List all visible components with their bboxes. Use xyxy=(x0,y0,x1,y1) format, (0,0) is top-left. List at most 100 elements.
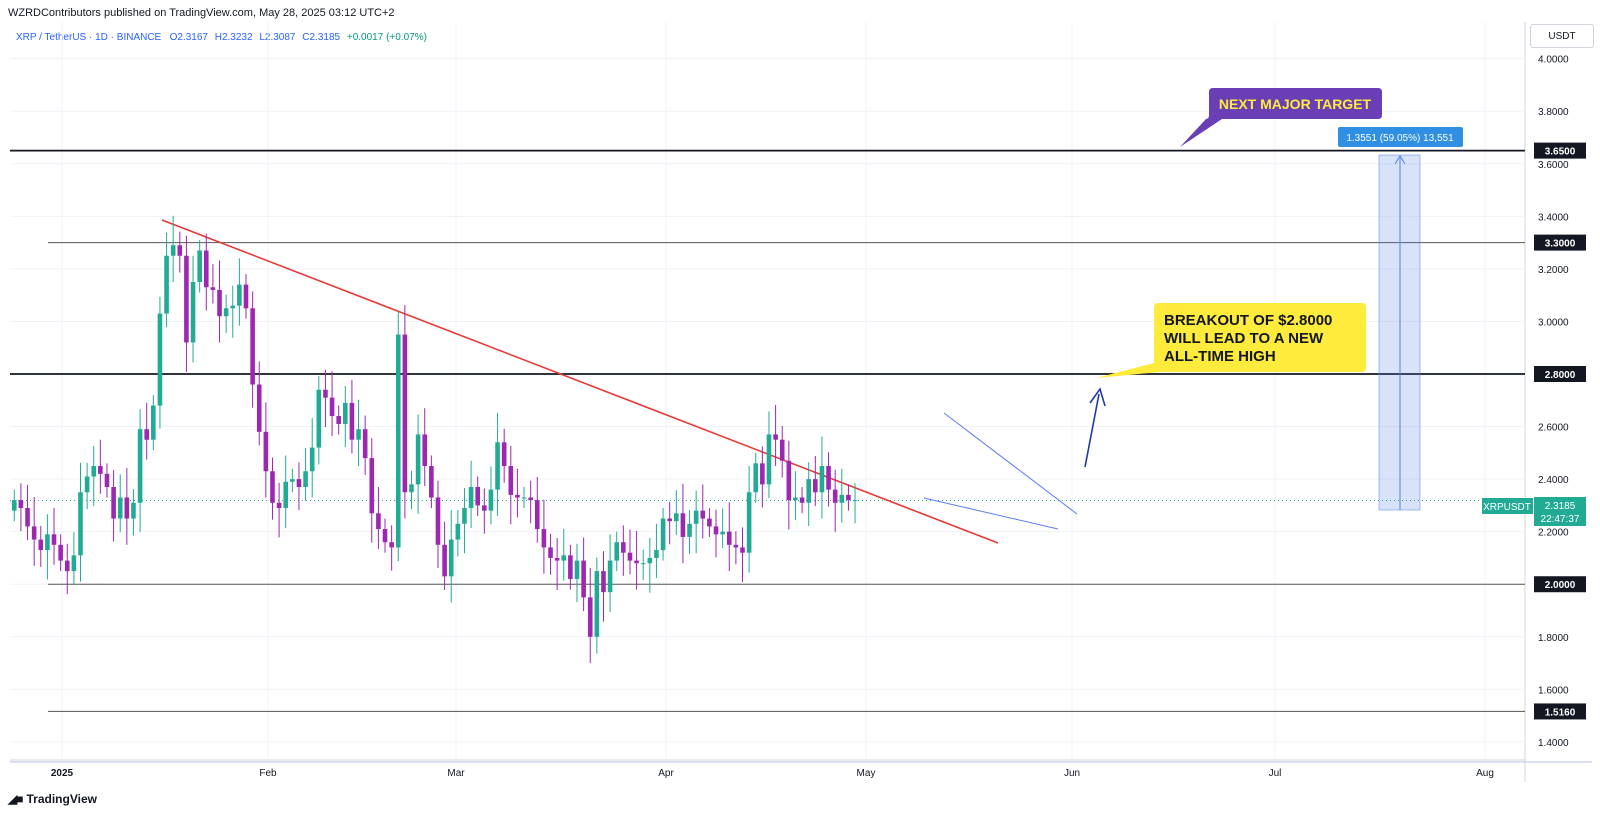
candle-body xyxy=(574,560,580,579)
candle-body xyxy=(495,442,500,490)
candle-body xyxy=(687,523,692,537)
ticker-tag-bg xyxy=(1482,498,1533,514)
date-tick: Aug xyxy=(1476,768,1494,779)
candle-body xyxy=(316,389,322,448)
tradingview-logo[interactable]: ◢■ TradingView xyxy=(8,792,97,806)
candle-body xyxy=(263,431,269,472)
level-tag-bg xyxy=(1534,234,1586,251)
open-value: O2.3167 xyxy=(169,32,208,43)
candle-body xyxy=(839,494,845,503)
wedge-upper-line[interactable] xyxy=(943,412,1078,515)
candle-body xyxy=(515,494,520,498)
candle-body xyxy=(38,539,44,551)
next-target-callout[interactable]: NEXT MAJOR TARGET xyxy=(1180,88,1382,147)
candle-body xyxy=(740,547,745,553)
candle-body xyxy=(508,465,514,495)
low-value: L2.3087 xyxy=(259,32,296,43)
currency-button[interactable]: USDT xyxy=(1530,24,1594,48)
symbol-name[interactable]: XRP / TetherUS · 1D · BINANCE xyxy=(16,32,162,43)
ticker-tag: XRPUSDT xyxy=(1483,502,1531,513)
candle-body xyxy=(753,463,759,493)
candle-body xyxy=(237,284,242,306)
countdown-tag: 22:47:37 xyxy=(1541,514,1580,525)
candle-body xyxy=(468,487,474,509)
price-tick: 3.8000 xyxy=(1538,107,1569,118)
candle-body xyxy=(640,563,646,565)
candle-body xyxy=(256,384,262,432)
candle-body xyxy=(45,534,50,551)
level-tag: 3.3000 xyxy=(1545,239,1576,250)
candle-body xyxy=(501,442,507,466)
candle-body xyxy=(429,465,434,498)
candle-body xyxy=(561,555,567,561)
current-price-tags: XRPUSDT 2.3185 22:47:37 xyxy=(1482,497,1586,526)
date-tick: Jul xyxy=(1269,768,1282,779)
level-tag-bg xyxy=(1534,576,1586,593)
breakout-callout-bg xyxy=(1096,303,1366,378)
price-tick: 3.6000 xyxy=(1538,160,1569,171)
candle-body xyxy=(793,497,798,501)
level-tag-bg xyxy=(1534,142,1586,159)
breakout-callout[interactable]: BREAKOUT OF $2.8000 WILL LEAD TO A NEW A… xyxy=(1096,303,1366,378)
price-tick: 3.4000 xyxy=(1538,212,1569,223)
candle-body xyxy=(177,245,183,256)
candle-body xyxy=(674,513,679,522)
candle-body xyxy=(852,500,858,502)
breakout-text-line1: BREAKOUT OF $2.8000 xyxy=(1164,312,1332,329)
horizontal-levels xyxy=(10,149,1525,712)
measure-projection[interactable]: 1.3551 (59.05%) 13,551 xyxy=(1338,127,1463,511)
candle-body xyxy=(587,597,593,637)
candle-body xyxy=(541,529,547,548)
candle-body xyxy=(760,463,765,485)
candle-body xyxy=(78,492,83,556)
candle-body xyxy=(203,250,209,288)
candle-body xyxy=(58,544,63,561)
candle-body xyxy=(746,492,752,553)
price-tick: 3.2000 xyxy=(1538,265,1569,276)
candle-body xyxy=(581,560,586,598)
candle-body xyxy=(137,429,143,503)
candle-body xyxy=(455,523,461,540)
candle-body xyxy=(594,571,600,637)
candle-body xyxy=(713,526,719,535)
candle-body xyxy=(667,518,672,522)
price-tick: 3.0000 xyxy=(1538,317,1569,328)
date-tick: May xyxy=(857,768,876,779)
candle-body xyxy=(25,508,30,527)
candle-body xyxy=(409,484,414,493)
candle-body xyxy=(621,542,626,553)
candle-body xyxy=(826,465,831,490)
candlesticks xyxy=(12,215,858,664)
price-tick: 1.6000 xyxy=(1538,685,1569,696)
grid xyxy=(10,22,1525,760)
wedge-lower-line[interactable] xyxy=(923,497,1059,530)
candle-body xyxy=(766,434,772,485)
tradingview-logo-icon: ◢■ xyxy=(8,792,24,806)
breakout-arrow[interactable] xyxy=(1084,387,1106,468)
candle-body xyxy=(614,542,620,561)
candle-body xyxy=(654,550,659,558)
candle-body xyxy=(402,334,408,493)
measure-arrow-icon xyxy=(1394,155,1406,165)
candle-body xyxy=(323,389,328,398)
candle-body xyxy=(832,489,838,503)
level-tag: 2.8000 xyxy=(1545,370,1576,381)
price-tag-bg xyxy=(1534,497,1586,526)
change-value: +0.0017 (+0.07%) xyxy=(346,32,427,43)
date-tick: Apr xyxy=(658,768,674,779)
candle-body xyxy=(210,287,216,290)
arrow-shaft xyxy=(1084,393,1100,468)
candle-body xyxy=(634,560,639,564)
candle-body xyxy=(786,460,792,501)
price-tick: 1.4000 xyxy=(1538,738,1569,749)
descending-trendline[interactable] xyxy=(161,219,999,544)
price-tick: 2.4000 xyxy=(1538,475,1569,486)
high-value: H2.3232 xyxy=(214,32,253,43)
candle-body xyxy=(607,560,613,593)
candle-body xyxy=(336,416,341,424)
candle-body xyxy=(217,289,222,317)
level-tag: 1.5160 xyxy=(1545,707,1576,718)
candle-body xyxy=(442,544,447,577)
candle-body xyxy=(601,571,606,593)
